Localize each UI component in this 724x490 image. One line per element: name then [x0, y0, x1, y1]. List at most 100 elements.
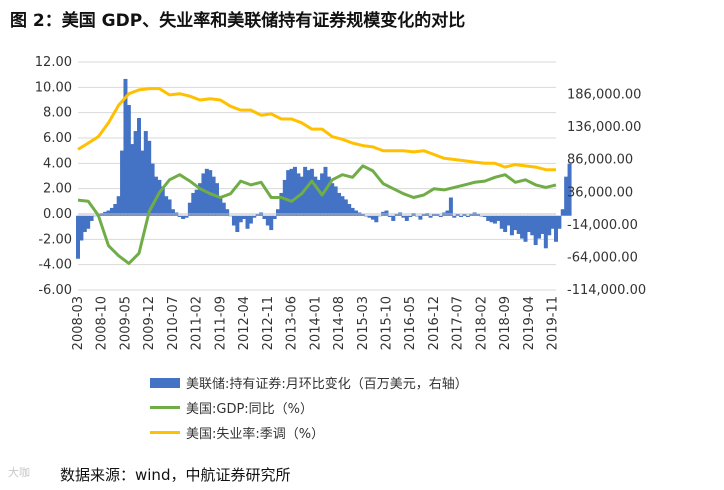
left-tick-label: 2.00 — [43, 182, 72, 197]
fed-bar — [377, 215, 382, 217]
watermark: 大咖 — [8, 466, 30, 479]
left-tick-label: 0.00 — [43, 207, 72, 222]
fed-bar — [228, 215, 233, 217]
fed-bar — [255, 214, 260, 216]
fed-bar — [543, 215, 548, 249]
fed-bar — [513, 215, 518, 231]
fed-bar — [401, 215, 406, 218]
fed-bar — [479, 215, 484, 217]
x-tick-label: 2016-12 — [427, 296, 442, 350]
fed-bar — [469, 214, 474, 216]
fed-bar — [516, 215, 521, 234]
fed-bar — [231, 215, 236, 226]
x-tick-label: 2008-03 — [71, 296, 86, 350]
fed-bar — [509, 215, 514, 236]
fed-bar — [113, 204, 118, 216]
left-tick-label: -4.00 — [38, 258, 72, 273]
legend-label-unemployment: 美国:失业率:季调（%） — [186, 427, 325, 442]
fed-bar — [459, 215, 464, 218]
x-tick-label: 2014-01 — [308, 296, 323, 350]
fed-bar — [489, 215, 494, 223]
fed-bar — [391, 215, 396, 221]
fed-bar — [350, 207, 355, 216]
fed-bar — [554, 215, 558, 242]
right-tick-label: -114,000.00 — [567, 283, 646, 298]
fed-bar — [116, 196, 121, 216]
source-note: 数据来源：wind，中航证券研究所 — [60, 466, 291, 484]
fed-bar — [184, 215, 189, 218]
fed-bar — [248, 215, 253, 224]
fed-bar — [79, 215, 84, 241]
fed-bar — [499, 215, 504, 229]
fed-bar — [272, 215, 277, 219]
legend-label-gdp: 美国:GDP:同比（%） — [186, 402, 314, 417]
fed-bar — [330, 183, 335, 216]
fed-bar — [177, 215, 182, 218]
fed-bar — [431, 214, 436, 216]
fed-bar — [191, 192, 196, 216]
fed-bar — [333, 186, 338, 216]
right-tick-label: 86,000.00 — [567, 153, 633, 168]
x-tick-label: 2008-10 — [95, 296, 110, 350]
chart: 12.00 10.00 8.00 6.00 4.00 2.00 0.00 -2.00 -4.00… — [35, 55, 646, 350]
right-tick-label: -64,000.00 — [567, 250, 638, 265]
legend-label-fed: 美联储:持有证券:月环比变化（百万美元，右轴） — [186, 377, 468, 392]
left-axis-ticks: 12.00 10.00 8.00 6.00 4.00 2.00 0.00 -2.00 -4.00… — [35, 55, 72, 298]
fed-bar — [279, 192, 284, 216]
fed-bar — [530, 215, 535, 236]
fed-bar — [476, 213, 481, 216]
fed-bar — [140, 150, 145, 216]
fed-bar — [540, 215, 545, 234]
right-tick-label: 36,000.00 — [567, 185, 633, 200]
fed-bar — [76, 215, 80, 259]
fed-bar — [109, 207, 114, 216]
left-tick-label: -6.00 — [38, 283, 72, 298]
left-tick-label: 12.00 — [35, 55, 72, 70]
fed-bar — [225, 209, 230, 216]
x-tick-label: 2018-02 — [474, 296, 489, 350]
x-tick-label: 2018-09 — [498, 296, 513, 350]
x-tick-label: 2010-07 — [166, 296, 181, 350]
x-tick-label: 2019-11 — [546, 296, 561, 350]
x-tick-label: 2012-04 — [237, 296, 252, 350]
fed-bar — [452, 215, 457, 218]
fed-bar — [82, 215, 87, 233]
fed-bar — [265, 215, 270, 226]
legend: 美联储:持有证券:月环比变化（百万美元，右轴） 美国:GDP:同比（%） 美国:… — [150, 370, 468, 445]
fed-bar — [133, 131, 138, 216]
fed-bar — [160, 186, 165, 216]
fed-bar — [408, 215, 413, 218]
fed-bar — [370, 215, 375, 220]
fed-bar — [560, 209, 565, 216]
fed-bar — [340, 196, 345, 216]
fed-bar — [387, 215, 392, 218]
fed-bar — [404, 215, 409, 221]
fed-bar — [218, 196, 223, 216]
x-tick-label: 2013-06 — [285, 296, 300, 350]
fed-bar — [415, 215, 420, 217]
fed-bar — [313, 176, 318, 216]
fed-bar — [374, 215, 379, 223]
fed-bar — [435, 213, 440, 216]
x-axis-ticks: 2008-03 2008-10 2009-05 2009-12 2010-07 2011-… — [71, 296, 561, 350]
fed-bar — [299, 176, 304, 216]
legend-swatch-gdp — [150, 406, 180, 409]
x-tick-label: 2009-12 — [142, 296, 157, 350]
fed-bar — [526, 215, 531, 233]
fed-bar — [326, 176, 331, 216]
fed-bar — [306, 170, 311, 216]
right-tick-label: 136,000.00 — [567, 120, 641, 135]
fed-bar — [106, 210, 111, 216]
fed-bar — [547, 215, 552, 236]
fed-bar — [506, 215, 511, 226]
legend-swatch-fed — [150, 377, 180, 388]
fed-bar — [86, 215, 91, 229]
fed-bar — [462, 213, 467, 216]
fed-bar — [150, 163, 155, 216]
fed-bar — [367, 215, 372, 218]
fed-bars — [76, 78, 572, 259]
left-tick-label: 4.00 — [43, 156, 72, 171]
fed-bar — [276, 209, 281, 216]
x-tick-label: 2019-04 — [522, 296, 537, 350]
left-tick-label: 6.00 — [43, 131, 72, 146]
